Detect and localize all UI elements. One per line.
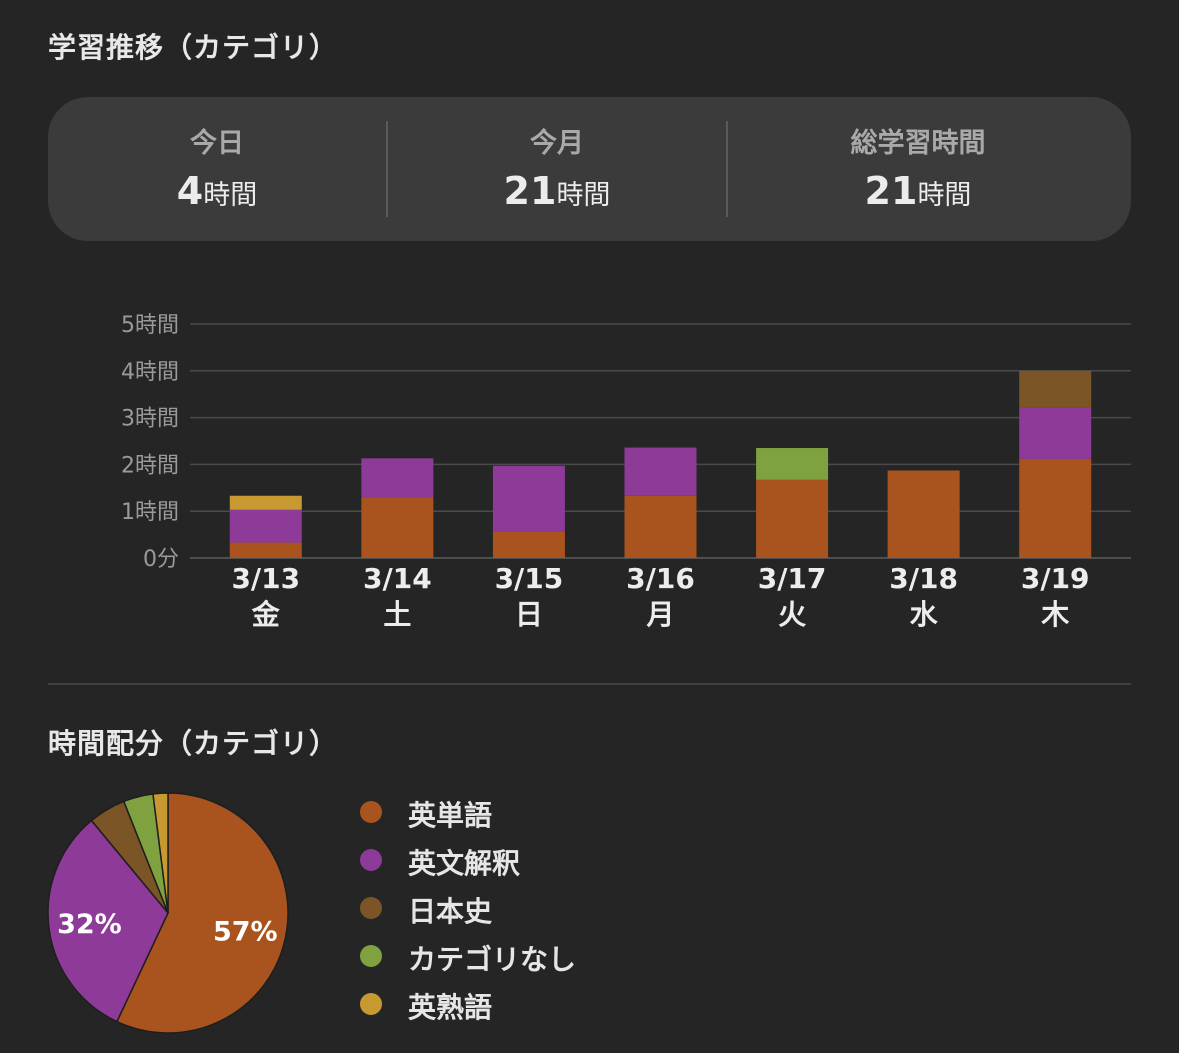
x-tick-label: 3/15 [495,562,564,595]
y-tick-label: 4時間 [121,360,179,385]
x-tick-label: 3/18 [889,562,958,595]
x-tick-weekday: 土 [383,598,411,631]
pie-chart: 57% 32% [47,792,289,1034]
stat-today: 今日 4時間 [48,97,386,241]
stacked-bar-chart: 0分 1時間 2時間 3時間 4時間 5時間 3/13金 3/14土 3/15日 3/16月 3/1… [121,313,1131,631]
x-tick-weekday: 水 [910,598,939,631]
y-tick-label: 2時間 [121,453,179,478]
stat-divider [726,121,728,217]
stat-value: 21 [503,169,557,213]
x-tick-weekday: 金 [251,598,281,631]
bar-segment [1019,407,1092,459]
y-tick-label: 1時間 [121,500,179,525]
legend-label: 日本史 [408,895,493,928]
legend-label: 英文解釈 [408,847,521,880]
pie-slice [152,792,169,914]
pie-slice [47,819,169,1023]
bar-segment [229,495,302,510]
x-tick-label: 3/19 [1021,562,1090,595]
section-title-trend: 学習推移（カテゴリ） [48,31,339,64]
bar-segment [361,458,434,498]
x-tick-weekday: 木 [1040,598,1069,631]
legend-dot [360,801,382,823]
stat-unit: 時間 [556,180,611,211]
bar-segment [492,465,565,532]
x-tick-weekday: 日 [515,598,543,631]
y-tick-label: 5時間 [121,313,179,338]
legend-label: カテゴリなし [408,943,577,976]
bar-segment [624,447,697,496]
x-tick-label: 3/16 [626,562,695,595]
bar-segment [492,531,565,558]
y-tick-label: 0分 [143,547,179,572]
stat-total: 総学習時間 21時間 [728,97,1108,241]
stat-label: 今日 [190,128,244,159]
x-tick-label: 3/17 [758,562,827,595]
pie-data-label: 32% [57,909,122,940]
bar-segment [229,542,302,558]
bar-segment [756,479,829,558]
stat-label: 総学習時間 [850,128,986,159]
x-tick-weekday: 月 [645,598,674,631]
bar-segment [756,448,829,480]
legend-dot [360,945,382,967]
bar-segment [624,495,697,558]
bar-segment [361,497,434,558]
stat-value: 21 [864,169,918,213]
bar-segment [1019,458,1092,558]
legend-dot [360,993,382,1015]
pie-data-label: 57% [213,916,278,947]
x-tick-label: 3/14 [363,562,432,595]
section-divider [48,683,1131,685]
bar-segment [1019,370,1092,408]
legend-label: 英単語 [408,799,493,832]
x-tick-weekday: 火 [778,598,806,631]
stat-divider [386,121,388,217]
legend-label: 英熟語 [408,991,493,1024]
stat-month: 今月 21時間 [388,97,726,241]
stat-value: 4 [176,169,204,213]
stat-unit: 時間 [203,180,258,211]
stat-label: 今月 [530,128,584,159]
legend-dot [360,897,382,919]
section-title-distribution: 時間配分（カテゴリ） [48,727,339,760]
stat-unit: 時間 [917,180,972,211]
bar-segment [887,470,960,558]
x-tick-label: 3/13 [231,562,300,595]
summary-card: 今日 4時間 今月 21時間 総学習時間 21時間 [48,97,1131,241]
legend-dot [360,849,382,871]
pie-slice [115,792,289,1034]
bar-segment [229,509,302,543]
y-tick-label: 3時間 [121,407,179,432]
